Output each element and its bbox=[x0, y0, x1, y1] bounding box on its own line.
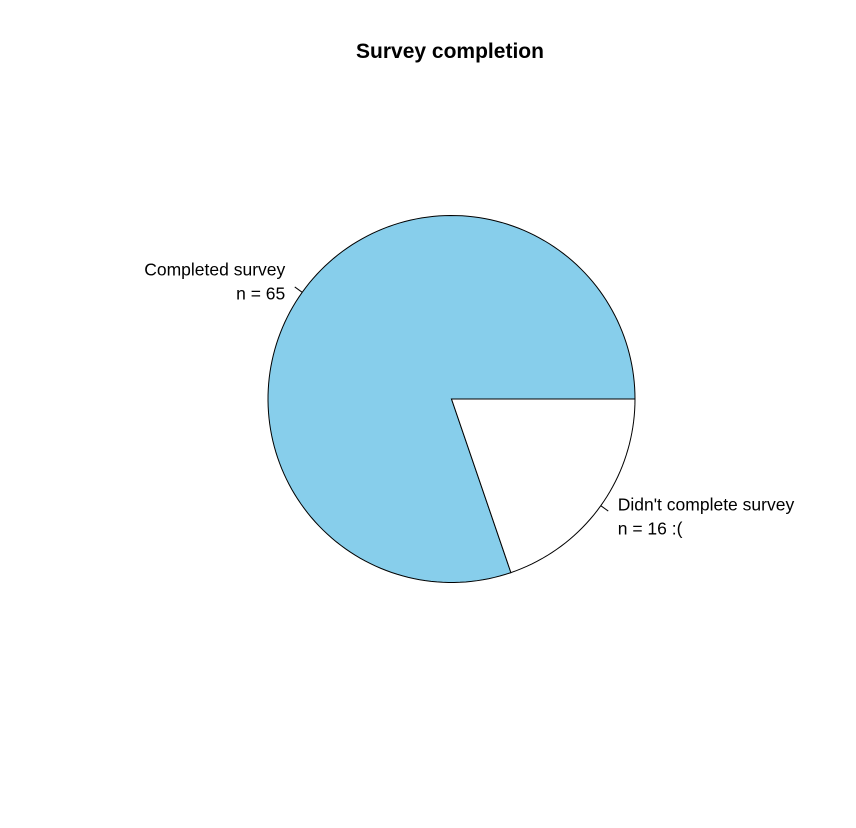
pie-leader-line-0 bbox=[294, 286, 303, 293]
pie-labels: Completed survey n = 65 Didn't complete su… bbox=[144, 260, 794, 539]
chart-title: Survey completion bbox=[356, 40, 544, 63]
pie-label-line: n = 16 :( bbox=[618, 518, 683, 538]
pie-label-1: Didn't complete survey n = 16 :( bbox=[618, 494, 795, 538]
pie-label-line: Didn't complete survey bbox=[618, 494, 795, 514]
pie-label-0: Completed survey n = 65 bbox=[144, 260, 285, 304]
pie-slices bbox=[267, 214, 636, 583]
pie-label-line: n = 65 bbox=[236, 284, 285, 304]
pie-label-line: Completed survey bbox=[144, 260, 285, 280]
pie-leader-line-1 bbox=[600, 505, 609, 512]
